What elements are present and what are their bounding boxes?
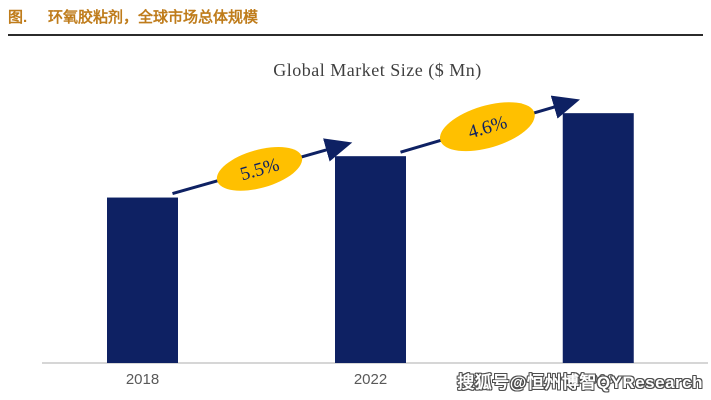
watermark: 搜狐号@恒州博智QYResearch	[457, 373, 703, 392]
chart-title: Global Market Size ($ Mn)	[273, 60, 482, 80]
year-label-2022: 2022	[354, 371, 387, 388]
year-label-2029: 2029	[582, 371, 615, 388]
growth-annotation-1: 5.5%	[216, 147, 303, 191]
figure-caption: 图. 环氧胶粘剂，全球市场总体规模	[8, 8, 703, 28]
growth-ellipse-1	[216, 147, 303, 191]
bar-2029	[562, 113, 634, 363]
caption-divider	[8, 34, 703, 36]
year-label-2018: 2018	[126, 371, 159, 388]
figure-caption-prefix: 图.	[8, 9, 28, 26]
bar-2022	[335, 156, 406, 363]
growth-annotation-2: 4.6%	[439, 102, 535, 152]
bar-2018	[107, 197, 178, 363]
growth-ellipse-2	[439, 102, 535, 152]
figure-caption-title: 环氧胶粘剂，全球市场总体规模	[48, 9, 259, 26]
